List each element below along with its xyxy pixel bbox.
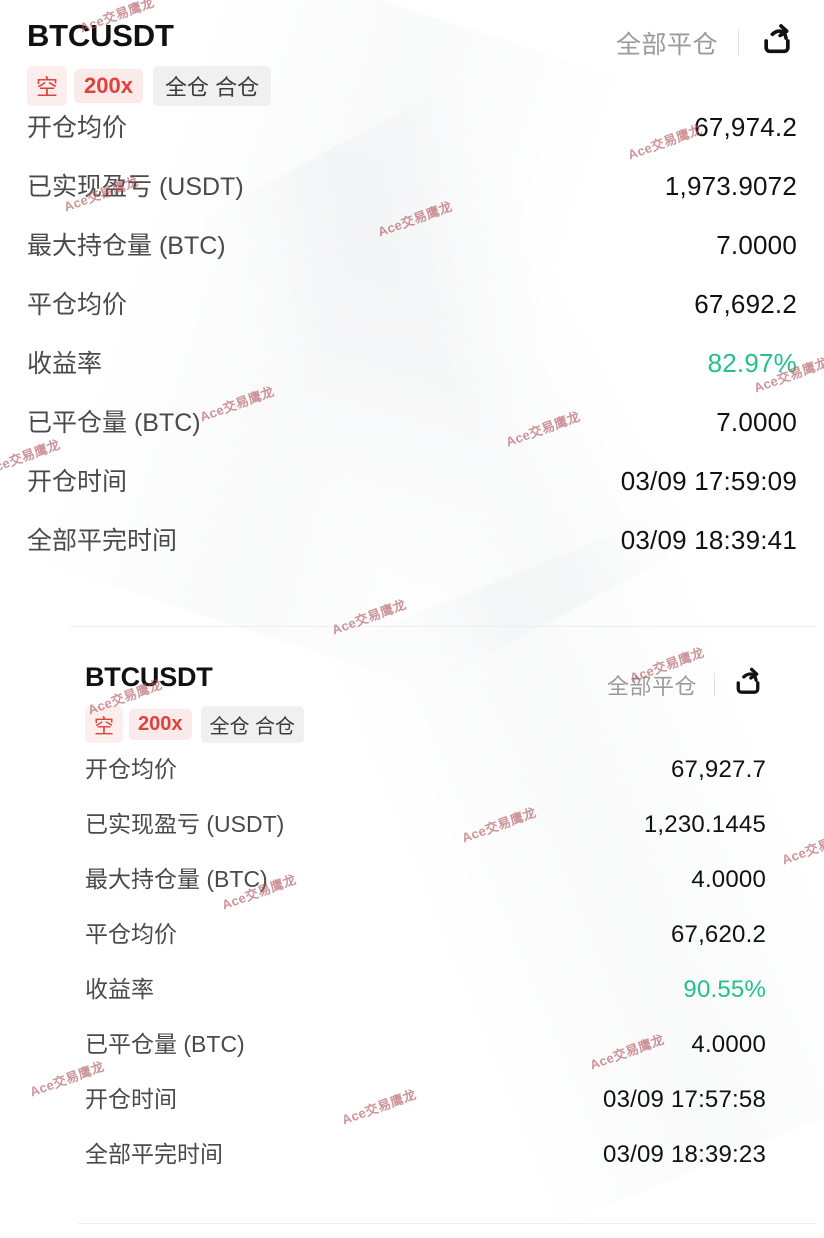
detail-row: 开仓均价 67,974.2 (0, 108, 824, 167)
row-value: 1,230.1445 (643, 811, 766, 838)
watermark: Ace交易鹰龙 (329, 596, 409, 638)
detail-rows: 开仓均价 67,974.2 已实现盈亏 (USDT) 1,973.9072 最大… (0, 108, 824, 580)
position-side-badge: 空 (27, 66, 68, 106)
detail-row: 开仓均价 67,927.7 (0, 750, 824, 805)
row-value: 82.97% (707, 348, 797, 378)
detail-row: 全部平完时间 03/09 18:39:41 (0, 521, 824, 580)
header-divider (738, 29, 739, 56)
row-value: 7.0000 (716, 407, 797, 437)
close-all-button[interactable]: 全部平仓 (615, 30, 718, 59)
row-value: 67,927.7 (670, 756, 766, 783)
row-label: 全部平完时间 (85, 1141, 223, 1167)
row-label: 已平仓量 (BTC) (27, 409, 201, 437)
leverage-badge: 200x (129, 709, 192, 740)
detail-row: 平仓均价 67,692.2 (0, 285, 824, 344)
card-header: BTCUSDT 全部平仓 空 200x 全仓 合仓 (0, 648, 824, 750)
position-card: BTCUSDT 全部平仓 空 200x 全仓 合仓 开仓均价 67,927.7 … (0, 648, 824, 1190)
detail-row: 已实现盈亏 (USDT) 1,230.1445 (0, 805, 824, 860)
row-label: 开仓时间 (85, 1086, 177, 1112)
row-value: 03/09 17:59:09 (620, 466, 797, 496)
row-label: 已实现盈亏 (USDT) (85, 811, 285, 837)
row-label: 收益率 (85, 976, 154, 1002)
detail-row: 开仓时间 03/09 17:57:58 (0, 1080, 824, 1135)
symbol-title: BTCUSDT (27, 18, 174, 53)
row-value: 67,974.2 (694, 112, 797, 142)
row-value: 03/09 18:39:41 (620, 525, 797, 555)
symbol-title: BTCUSDT (85, 662, 213, 692)
margin-mode-badge: 全仓 合仓 (152, 66, 272, 106)
close-all-button[interactable]: 全部平仓 (606, 673, 697, 699)
detail-row: 最大持仓量 (BTC) 4.0000 (0, 860, 824, 915)
row-label: 最大持仓量 (BTC) (85, 866, 268, 892)
detail-row: 全部平完时间 03/09 18:39:23 (0, 1135, 824, 1190)
detail-rows: 开仓均价 67,927.7 已实现盈亏 (USDT) 1,230.1445 最大… (0, 750, 824, 1190)
row-label: 收益率 (27, 350, 103, 378)
badge-row: 空 200x 全仓 合仓 (27, 66, 272, 106)
row-value: 67,692.2 (694, 289, 797, 319)
row-label: 已实现盈亏 (USDT) (27, 173, 244, 201)
detail-row: 收益率 90.55% (0, 970, 824, 1025)
detail-row: 已实现盈亏 (USDT) 1,973.9072 (0, 167, 824, 226)
leverage-badge: 200x (74, 69, 143, 103)
detail-row: 开仓时间 03/09 17:59:09 (0, 462, 824, 521)
row-value: 03/09 17:57:58 (603, 1086, 766, 1113)
row-label: 全部平完时间 (27, 527, 178, 555)
row-label: 最大持仓量 (BTC) (27, 232, 226, 260)
row-label: 平仓均价 (27, 291, 128, 319)
margin-mode-badge: 全仓 合仓 (200, 706, 305, 743)
row-label: 已平仓量 (BTC) (85, 1031, 245, 1057)
share-icon[interactable] (730, 664, 766, 705)
share-icon[interactable] (757, 20, 797, 65)
detail-row: 最大持仓量 (BTC) 7.0000 (0, 226, 824, 285)
row-label: 开仓均价 (85, 756, 177, 782)
detail-row: 已平仓量 (BTC) 4.0000 (0, 1025, 824, 1080)
row-value: 4.0000 (691, 866, 766, 893)
row-value: 4.0000 (691, 1031, 766, 1058)
header-actions: 全部平仓 (616, 20, 797, 65)
row-label: 平仓均价 (85, 921, 177, 947)
position-side-badge: 空 (85, 706, 123, 743)
badge-row: 空 200x 全仓 合仓 (85, 706, 305, 743)
row-value: 67,620.2 (670, 921, 766, 948)
row-label: 开仓时间 (27, 468, 128, 496)
row-value: 7.0000 (716, 230, 797, 260)
detail-row: 已平仓量 (BTC) 7.0000 (0, 403, 824, 462)
card-header: BTCUSDT 全部平仓 空 200x 全仓 合仓 (0, 0, 824, 108)
header-actions: 全部平仓 (607, 664, 766, 705)
detail-row: 收益率 82.97% (0, 344, 824, 403)
detail-row: 平仓均价 67,620.2 (0, 915, 824, 970)
header-divider (714, 673, 715, 696)
card-separator (78, 1223, 816, 1224)
row-label: 开仓均价 (27, 114, 128, 142)
row-value: 1,973.9072 (664, 171, 797, 201)
row-value: 03/09 18:39:23 (603, 1141, 766, 1168)
card-separator (70, 626, 816, 627)
row-value: 90.55% (683, 976, 766, 1003)
position-card: BTCUSDT 全部平仓 空 200x 全仓 合仓 开仓均价 67,974.2 … (0, 0, 824, 580)
